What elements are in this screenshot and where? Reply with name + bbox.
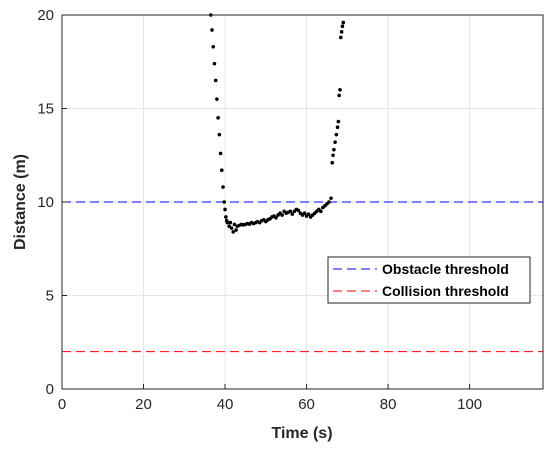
y-tick-label: 0	[46, 381, 54, 398]
data-point	[215, 97, 219, 101]
data-point	[224, 215, 228, 219]
data-point	[218, 151, 223, 156]
data-point	[274, 216, 278, 220]
data-point	[290, 212, 295, 216]
y-tick-label: 20	[37, 7, 54, 24]
data-point	[225, 220, 230, 225]
data-point	[212, 61, 217, 66]
data-point	[231, 230, 236, 234]
data-point	[333, 140, 337, 144]
data-series	[208, 13, 346, 234]
y-tick-label: 10	[37, 194, 54, 211]
data-point	[332, 147, 336, 152]
data-point	[319, 209, 323, 214]
data-point	[210, 28, 214, 32]
data-point	[229, 226, 234, 230]
data-point	[336, 119, 341, 124]
x-axis-label: Time (s)	[271, 425, 332, 442]
data-point	[339, 30, 344, 34]
data-point	[219, 168, 224, 173]
x-tick-label: 40	[217, 396, 234, 413]
x-tick-label: 100	[457, 396, 482, 413]
threshold-lines	[62, 201, 543, 353]
data-point	[222, 200, 227, 204]
y-axis-label: Distance (m)	[12, 154, 29, 250]
data-point	[288, 209, 293, 214]
x-tick-label: 20	[135, 396, 152, 413]
data-point	[216, 116, 220, 120]
data-point	[234, 228, 238, 232]
data-point	[302, 211, 307, 216]
data-point	[341, 20, 346, 25]
data-point	[338, 88, 342, 92]
data-point	[280, 213, 284, 217]
axes: 0 20 40 60 80 100 0 5 10 15 20	[37, 7, 482, 413]
legend-label-collision: Collision threshold	[382, 283, 509, 299]
x-tick-label: 60	[298, 396, 315, 413]
legend-box	[327, 256, 531, 304]
legend: Obstacle threshold Collision threshold	[327, 256, 531, 304]
x-tick-label: 80	[380, 396, 397, 413]
data-point	[329, 196, 333, 201]
data-point	[232, 222, 237, 227]
data-point	[306, 212, 311, 216]
y-tick-label: 5	[46, 288, 54, 305]
data-point	[340, 24, 345, 29]
data-point	[228, 220, 233, 225]
legend-label-obstacle: Obstacle threshold	[382, 261, 509, 277]
data-point	[335, 125, 340, 129]
y-tick-label: 15	[37, 101, 54, 118]
data-point	[339, 35, 343, 40]
data-point	[296, 208, 301, 213]
data-point	[331, 153, 335, 158]
data-point	[330, 160, 335, 165]
x-tick-label: 0	[58, 396, 66, 413]
data-point	[227, 224, 231, 229]
data-point	[213, 78, 218, 83]
data-point	[217, 132, 222, 137]
data-point	[223, 207, 227, 212]
data-point	[221, 185, 225, 189]
data-point	[334, 132, 339, 137]
data-point	[337, 93, 341, 98]
data-point	[327, 200, 331, 204]
data-point	[211, 44, 216, 49]
